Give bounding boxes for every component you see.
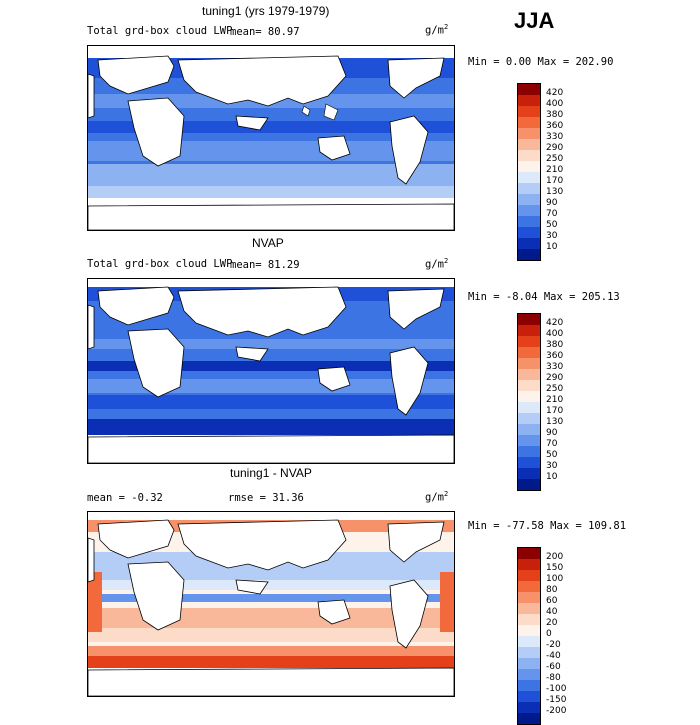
- panel-1-colorbar-labels: 420 400 380 360 330 290 250 210 170 130 …: [546, 88, 563, 253]
- panel-3-colorbar: [517, 547, 541, 725]
- colorbar-tick-label: -20: [546, 640, 561, 650]
- colorbar-tick-label: 10: [546, 472, 558, 482]
- colorbar-tick-label: 90: [546, 428, 558, 438]
- panel-2-map: [87, 278, 455, 464]
- panel-3-minmax: Min = -77.58 Max = 109.81: [468, 520, 627, 532]
- colorbar-tick-label: 380: [546, 340, 564, 350]
- panel-2-field-label: Total grd-box cloud LWP: [87, 258, 233, 270]
- season-label: JJA: [514, 8, 555, 33]
- colorbar-tick-label: 50: [546, 220, 558, 230]
- colorbar-tick-label: 90: [546, 198, 558, 208]
- panel-2-map-graphic: [88, 279, 454, 463]
- panel-2-colorbar-labels: 420 400 380 360 330 290 250 210 170 130 …: [546, 318, 563, 483]
- colorbar-tick-label: -150: [546, 695, 567, 705]
- colorbar-tick-label: 20: [546, 618, 558, 628]
- colorbar-tick-label: 30: [546, 231, 558, 241]
- colorbar-tick-label: 150: [546, 563, 564, 573]
- panel-2-title: NVAP: [252, 236, 284, 250]
- colorbar-tick-label: 200: [546, 552, 564, 562]
- panel-1-mean: mean= 80.97: [230, 26, 300, 38]
- colorbar-tick-label: 360: [546, 121, 564, 131]
- panel-3-title: tuning1 - NVAP: [230, 466, 312, 480]
- colorbar-tick-label: -80: [546, 673, 561, 683]
- colorbar-tick-label: 210: [546, 395, 564, 405]
- colorbar-tick-label: 360: [546, 351, 564, 361]
- panel-2-minmax: Min = -8.04 Max = 205.13: [468, 291, 620, 303]
- panel-1-colorbar: [517, 83, 541, 261]
- colorbar-tick-label: 400: [546, 99, 564, 109]
- panel-3-map-graphic: [88, 512, 454, 696]
- colorbar-tick-label: 130: [546, 417, 564, 427]
- colorbar-tick-label: -200: [546, 706, 567, 716]
- panel-3-units: g/m2: [425, 490, 449, 504]
- colorbar-tick-label: 60: [546, 596, 558, 606]
- panel-2-mean: mean= 81.29: [230, 259, 300, 271]
- colorbar-tick-label: 420: [546, 88, 564, 98]
- colorbar-tick-label: 70: [546, 439, 558, 449]
- panel-3-mean: mean = -0.32: [87, 492, 163, 504]
- colorbar-tick-label: 170: [546, 176, 564, 186]
- colorbar-tick-label: 30: [546, 461, 558, 471]
- colorbar-tick-label: 330: [546, 362, 564, 372]
- panel-1-minmax: Min = 0.00 Max = 202.90: [468, 56, 614, 68]
- panel-3-colorbar-labels: 200 150 100 80 60 40 20 0 -20 -40 -60 -8…: [546, 552, 566, 717]
- colorbar-tick-label: -100: [546, 684, 567, 694]
- colorbar-tick-label: 250: [546, 384, 564, 394]
- panel-3-map: [87, 511, 455, 697]
- panel-1-units: g/m2: [425, 23, 449, 37]
- colorbar-tick-label: 400: [546, 329, 564, 339]
- colorbar-tick-label: 10: [546, 242, 558, 252]
- colorbar-tick-label: 250: [546, 154, 564, 164]
- colorbar-tick-label: 290: [546, 143, 564, 153]
- panel-2-units: g/m2: [425, 257, 449, 271]
- panel-1-title: tuning1 (yrs 1979-1979): [202, 4, 330, 18]
- colorbar-tick-label: 290: [546, 373, 564, 383]
- colorbar-tick-label: -60: [546, 662, 561, 672]
- colorbar-tick-label: 330: [546, 132, 564, 142]
- colorbar-tick-label: 80: [546, 585, 558, 595]
- panel-2-colorbar: [517, 313, 541, 491]
- colorbar-tick-label: 50: [546, 450, 558, 460]
- colorbar-tick-label: 170: [546, 406, 564, 416]
- panel-1-field-label: Total grd-box cloud LWP: [87, 25, 233, 37]
- colorbar-tick-label: 100: [546, 574, 564, 584]
- colorbar-tick-label: 380: [546, 110, 564, 120]
- panel-3-rmse: rmse = 31.36: [228, 492, 304, 504]
- colorbar-tick-label: 130: [546, 187, 564, 197]
- colorbar-tick-label: 70: [546, 209, 558, 219]
- colorbar-tick-label: 40: [546, 607, 558, 617]
- colorbar-tick-label: 210: [546, 165, 564, 175]
- panel-1-map: [87, 45, 455, 231]
- colorbar-tick-label: 420: [546, 318, 564, 328]
- panel-1-map-graphic: [88, 46, 454, 230]
- colorbar-tick-label: 0: [546, 629, 552, 639]
- colorbar-tick-label: -40: [546, 651, 561, 661]
